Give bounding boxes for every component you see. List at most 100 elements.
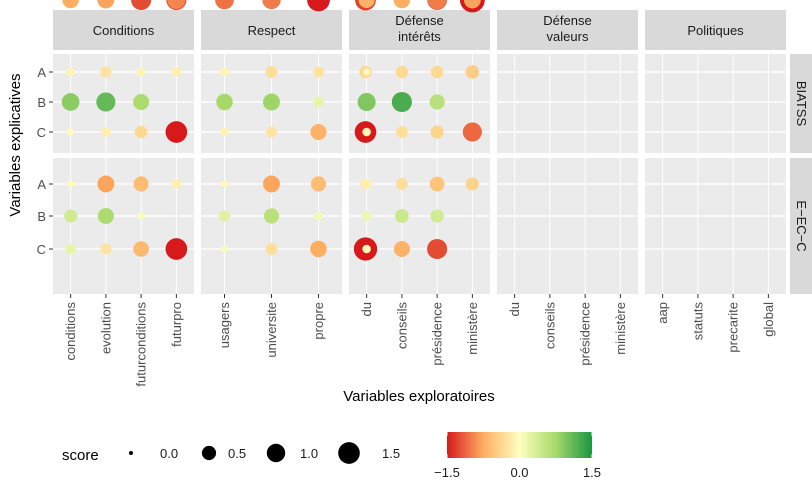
column-strip (349, 10, 490, 50)
data-point (361, 179, 372, 189)
data-point (96, 92, 116, 112)
data-point (62, 0, 79, 9)
data-point (101, 127, 111, 137)
x-tick-label: aap (655, 302, 670, 324)
y-tick-label: C (37, 242, 46, 257)
column-strip-label: Politiques (687, 23, 744, 38)
data-point (465, 177, 479, 191)
x-axis-title: Variables exploratoires (343, 388, 494, 405)
data-point (220, 67, 229, 77)
data-point (66, 67, 75, 77)
data-point (64, 209, 78, 223)
y-tick-label: A (37, 65, 46, 80)
data-point (165, 121, 188, 143)
data-point (97, 0, 115, 9)
data-point (218, 210, 231, 222)
data-point (220, 180, 229, 188)
data-point (307, 0, 330, 12)
data-point (462, 122, 482, 142)
data-point (314, 211, 323, 221)
data-point (165, 238, 188, 260)
data-point (134, 125, 148, 139)
data-point (393, 0, 411, 9)
data-point (67, 180, 75, 188)
data-point (429, 176, 445, 192)
x-tick-label: ministère (613, 302, 628, 355)
facet-panel (645, 54, 786, 153)
data-point (361, 211, 372, 221)
data-point (97, 175, 115, 193)
data-point (100, 66, 112, 78)
data-point (171, 179, 182, 189)
data-point (395, 126, 408, 138)
data-point (263, 93, 280, 111)
column-strip-label: Conditions (93, 23, 155, 38)
data-point (220, 127, 229, 137)
data-point (430, 209, 444, 223)
x-tick-label: propre (311, 302, 326, 340)
size-legend-key (266, 443, 286, 463)
data-point (358, 0, 375, 9)
data-point (312, 66, 325, 78)
data-point (263, 175, 280, 193)
facet-panel (349, 158, 490, 294)
data-point (310, 123, 327, 141)
data-point (61, 93, 80, 111)
data-point (395, 178, 408, 190)
x-tick-label: futurconditions (134, 302, 149, 387)
facet-panel (497, 158, 638, 294)
column-strip (201, 10, 342, 50)
data-point (265, 243, 278, 255)
data-point (133, 93, 150, 111)
size-legend-label: 0.0 (160, 446, 178, 461)
x-tick-label: du (507, 302, 522, 316)
y-tick-label: C (37, 125, 46, 140)
x-tick-label: présidence (430, 302, 445, 366)
data-point (215, 0, 234, 10)
x-tick-label: precarite (726, 302, 741, 353)
y-tick-label: B (37, 209, 46, 224)
data-point (395, 65, 409, 79)
data-point (97, 207, 114, 225)
data-point (67, 128, 75, 136)
data-point (171, 67, 182, 77)
data-point (220, 245, 229, 253)
size-legend-label: 1.5 (382, 446, 400, 461)
x-tick-label: conseils (394, 302, 409, 349)
x-tick-label: global (761, 302, 776, 337)
data-point (216, 93, 233, 111)
size-legend-label: 1.0 (300, 446, 318, 461)
color-legend-label: 0.0 (510, 465, 528, 480)
facet-strips: Conditions RespectDéfenseintérêtsDéfensev… (53, 10, 812, 294)
data-point (136, 67, 146, 77)
x-tick-label: futurpro (169, 302, 184, 347)
x-tick-label: statuts (690, 302, 705, 341)
data-point (427, 238, 448, 260)
x-tick-label: universite (264, 302, 279, 358)
data-point (430, 65, 444, 79)
y-tick-label: B (37, 95, 46, 110)
color-legend-label: 1.5 (583, 465, 601, 480)
x-tick-label: du (359, 302, 374, 316)
data-point (167, 0, 186, 10)
data-point (362, 244, 371, 254)
data-points (61, 0, 485, 261)
data-point (391, 91, 412, 113)
x-tick-label: ministère (465, 302, 480, 355)
data-point (362, 127, 371, 137)
column-strip-label: intérêts (398, 29, 441, 44)
size-legend-key (338, 442, 360, 464)
data-point (357, 92, 376, 112)
column-strip (53, 10, 194, 50)
color-legend-bar (447, 432, 592, 458)
facet-panel (497, 54, 638, 153)
data-point (393, 240, 410, 258)
size-legend-title: score (62, 447, 99, 464)
data-point (100, 243, 112, 255)
column-strip-label: valeurs (547, 29, 589, 44)
column-strip-label: Respect (248, 23, 296, 38)
data-point (133, 176, 149, 192)
column-strip-label: Défense (395, 13, 443, 28)
